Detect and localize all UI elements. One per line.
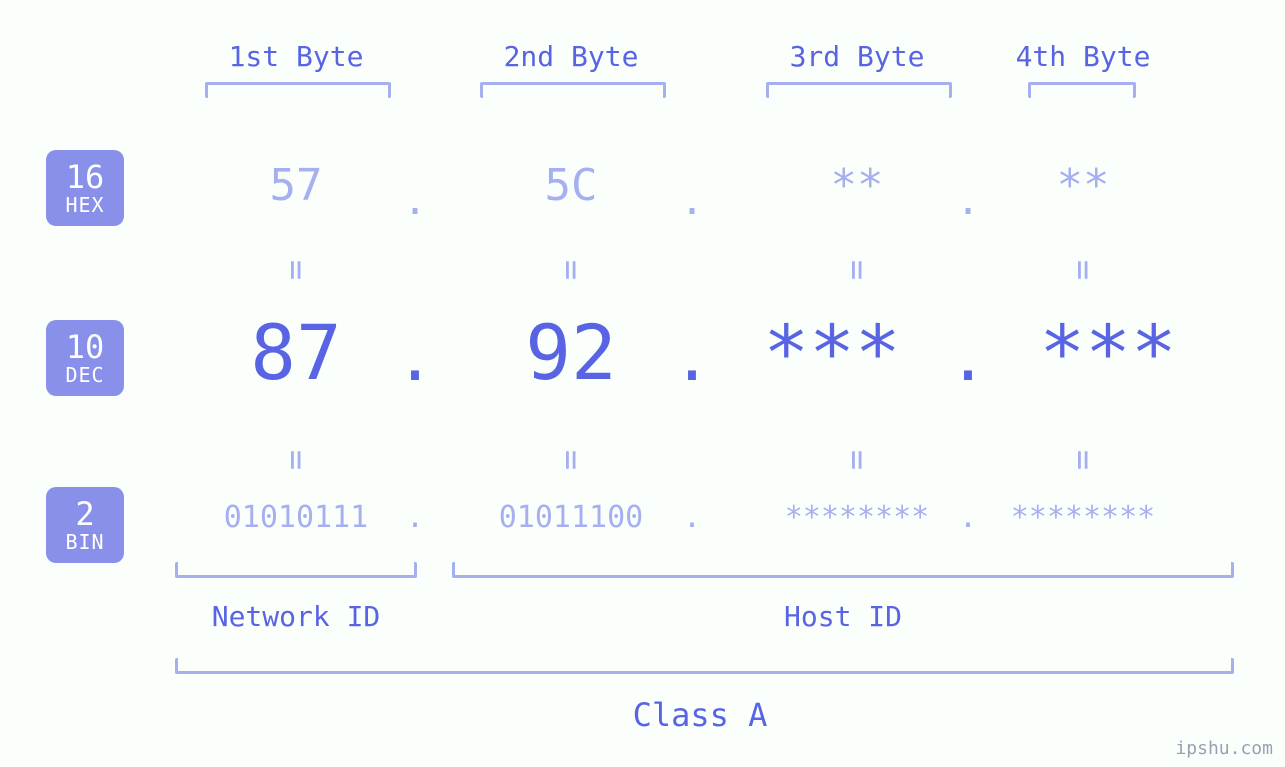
bin-byte-1: 01010111 [224, 500, 369, 535]
byte-header-1: 1st Byte [229, 40, 364, 73]
bracket-network [175, 562, 417, 578]
watermark: ipshu.com [1175, 738, 1273, 759]
label-host-id: Host ID [784, 600, 902, 633]
bin-byte-4: ******** [1011, 500, 1156, 535]
eq-dec-bin-3: = [837, 450, 877, 470]
eq-dec-bin-2: = [551, 450, 591, 470]
bracket-class [175, 658, 1234, 674]
badge-bin-radix: 2 [75, 498, 94, 530]
eq-hex-dec-1: = [276, 260, 316, 280]
eq-hex-dec-2: = [551, 260, 591, 280]
byte-header-4: 4th Byte [1016, 40, 1151, 73]
dec-dot-1: . [396, 322, 435, 396]
dec-byte-1: 87 [250, 308, 342, 397]
dec-byte-3: *** [763, 308, 900, 397]
hex-dot-2: . [680, 178, 704, 224]
eq-dec-bin-4: = [1063, 450, 1103, 470]
hex-byte-2: 5C [545, 160, 598, 211]
byte-header-2: 2nd Byte [504, 40, 639, 73]
label-network-id: Network ID [212, 600, 381, 633]
hex-byte-3: ** [831, 160, 884, 211]
label-class: Class A [633, 696, 768, 734]
hex-byte-4: ** [1057, 160, 1110, 211]
bracket-byte-2 [480, 82, 666, 98]
bin-dot-3: . [959, 500, 977, 535]
dec-byte-4: *** [1039, 308, 1176, 397]
badge-hex-radix: 16 [66, 161, 105, 193]
dec-dot-3: . [949, 322, 988, 396]
eq-hex-dec-4: = [1063, 260, 1103, 280]
bin-dot-1: . [406, 500, 424, 535]
hex-dot-1: . [403, 178, 427, 224]
bin-byte-3: ******** [785, 500, 930, 535]
eq-hex-dec-3: = [837, 260, 877, 280]
eq-dec-bin-1: = [276, 450, 316, 470]
bracket-byte-4 [1028, 82, 1136, 98]
badge-hex-abbr: HEX [65, 195, 104, 215]
bracket-byte-1 [205, 82, 391, 98]
ip-bases-diagram: 16 HEX 10 DEC 2 BIN 1st Byte 2nd Byte 3r… [0, 0, 1285, 767]
badge-bin: 2 BIN [46, 487, 124, 563]
badge-dec: 10 DEC [46, 320, 124, 396]
hex-byte-1: 57 [270, 160, 323, 211]
bracket-host [452, 562, 1234, 578]
byte-header-3: 3rd Byte [790, 40, 925, 73]
badge-dec-radix: 10 [66, 331, 105, 363]
badge-hex: 16 HEX [46, 150, 124, 226]
badge-dec-abbr: DEC [65, 365, 104, 385]
hex-dot-3: . [956, 178, 980, 224]
bin-dot-2: . [683, 500, 701, 535]
badge-bin-abbr: BIN [65, 532, 104, 552]
bin-byte-2: 01011100 [499, 500, 644, 535]
dec-byte-2: 92 [525, 308, 617, 397]
dec-dot-2: . [673, 322, 712, 396]
bracket-byte-3 [766, 82, 952, 98]
